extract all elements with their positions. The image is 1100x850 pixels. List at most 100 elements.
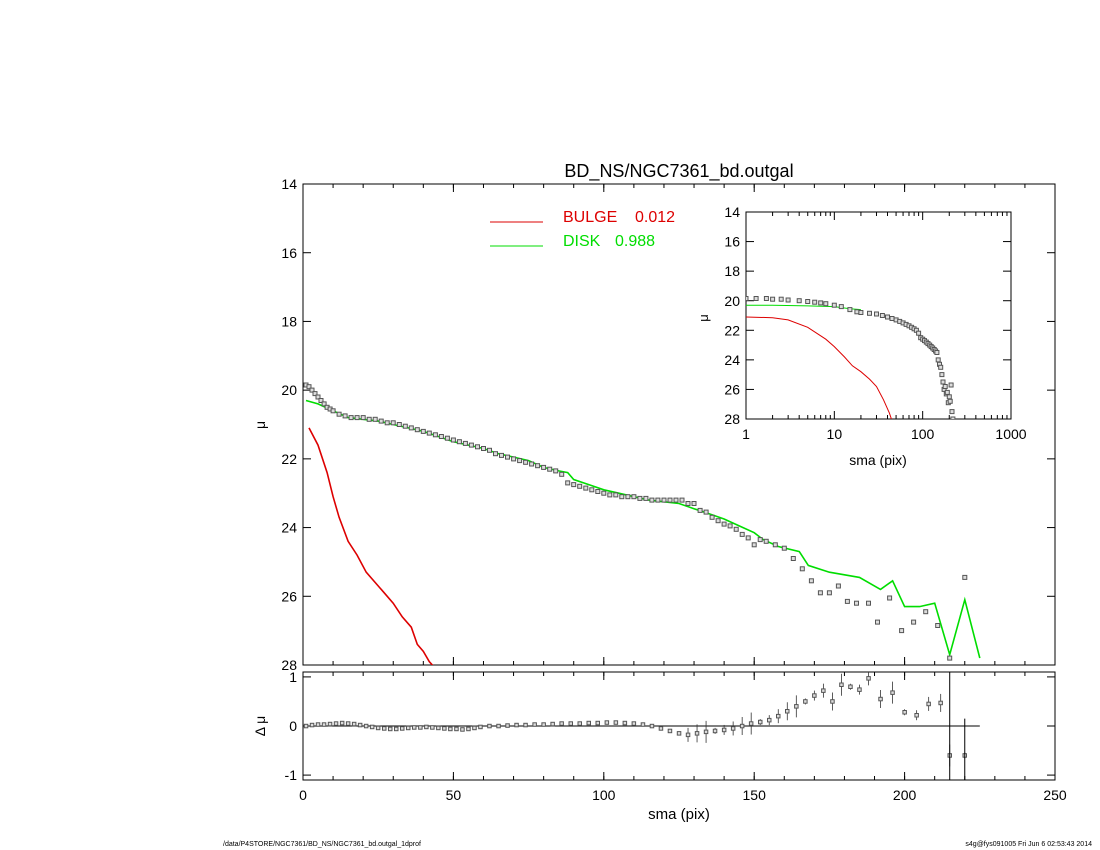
residual-data-point — [454, 726, 459, 732]
legend-bulge-value: 0.012 — [635, 209, 675, 226]
residual-data-point — [303, 723, 309, 729]
main-frame — [302, 183, 1056, 666]
main-data-point — [899, 628, 905, 634]
main-data-point — [715, 518, 721, 524]
main-data-point — [535, 463, 541, 469]
main-ytick-label: 26 — [281, 588, 297, 604]
residual-data-point — [595, 720, 600, 726]
main-data-point — [631, 494, 637, 500]
main-data-point — [739, 531, 745, 537]
main-data-point — [487, 447, 492, 453]
inset-plot-area — [746, 296, 956, 419]
main-data-point — [727, 523, 733, 529]
residual-data-point — [658, 726, 664, 731]
inset-data-point — [950, 416, 956, 419]
residual-data-point — [460, 727, 465, 732]
main-data-point — [438, 434, 444, 439]
main-data-point — [911, 619, 917, 625]
main-data-point — [396, 422, 402, 427]
residual-data-point — [487, 723, 492, 729]
legend-disk-label: DISK — [563, 233, 601, 250]
residual-data-point — [685, 732, 691, 738]
inset-data-point — [847, 307, 853, 313]
inset-data-point — [940, 379, 946, 385]
inset-ytick-label: 18 — [724, 263, 740, 279]
main-data-point — [607, 492, 613, 498]
residual-data-point — [424, 724, 429, 730]
main-data-point — [763, 538, 769, 544]
inset-data-point — [949, 409, 955, 415]
main-data-point — [625, 494, 631, 500]
residual-xtick-label: 100 — [592, 787, 616, 803]
inset-xtick-label: 1 — [742, 426, 750, 442]
residual-data-point — [321, 722, 327, 727]
footer-stamp: s4g@fys091005 Fri Jun 6 02:53:43 2014 — [965, 841, 1092, 848]
inset-data-point — [796, 298, 802, 304]
residual-data-point — [577, 721, 582, 726]
main-data-point — [935, 623, 941, 628]
residual-xtick-label: 150 — [743, 787, 767, 803]
main-data-point — [655, 497, 661, 503]
main-data-point — [475, 444, 480, 450]
residual-data-point — [568, 721, 573, 726]
main-data-point — [697, 507, 703, 513]
inset-data-point — [939, 372, 945, 378]
residual-data-point — [667, 728, 673, 734]
residual-data-point — [821, 688, 826, 693]
residual-ytick-label: 1 — [289, 669, 297, 685]
residual-data-point — [418, 725, 423, 730]
main-ytick-label: 22 — [281, 451, 297, 467]
residual-data-point — [902, 710, 907, 715]
main-data-point — [619, 494, 625, 500]
main-data-point — [709, 514, 715, 520]
main-data-point — [493, 451, 498, 457]
residual-data-point — [776, 713, 781, 719]
inset-data-point — [785, 297, 791, 303]
main-data-point — [505, 454, 510, 460]
main-data-point — [923, 609, 929, 615]
residual-data-point — [613, 720, 619, 725]
residual-data-point — [448, 726, 453, 732]
main-data-point — [685, 501, 691, 506]
residual-data-point — [388, 726, 393, 732]
inset-ytick-label: 16 — [724, 234, 740, 250]
residual-data-point — [333, 721, 339, 726]
inset-ytick-label: 22 — [724, 322, 740, 338]
main-data-point — [649, 497, 655, 503]
main-data-point — [844, 598, 850, 604]
main-data-point — [517, 458, 523, 464]
inset-xtick-label: 10 — [827, 426, 843, 442]
main-data-point — [481, 446, 486, 451]
main-data-point — [306, 384, 312, 390]
main-data-point — [772, 542, 778, 548]
main-data-point — [854, 600, 859, 606]
residual-data-point — [363, 723, 369, 729]
main-data-point — [875, 619, 880, 625]
main-data-point — [565, 480, 571, 486]
residual-data-point — [857, 687, 862, 692]
main-data-point — [330, 408, 336, 414]
residual-ytick-label: 0 — [289, 718, 297, 734]
inset-frame — [745, 211, 1012, 420]
main-data-point — [733, 526, 739, 532]
residual-data-point — [785, 709, 790, 714]
residual-data-point — [412, 725, 417, 730]
main-data-point — [751, 542, 757, 548]
main-data-point — [318, 398, 324, 403]
main-data-point — [432, 432, 438, 438]
residual-data-point — [586, 720, 591, 726]
residual-data-point — [357, 722, 363, 728]
main-data-point — [529, 461, 535, 467]
main-ytick-label: 24 — [281, 520, 297, 536]
inset-data-point — [753, 296, 759, 301]
residual-data-point — [694, 731, 700, 736]
residual-xlabel: sma (pix) — [648, 806, 710, 823]
main-data-point — [372, 416, 378, 422]
residual-xtick-label: 50 — [446, 787, 462, 803]
main-data-point — [384, 420, 390, 426]
main-data-point — [866, 600, 871, 606]
main-data-point — [511, 456, 517, 462]
inset-ylabel: μ — [696, 314, 711, 322]
main-data-point — [408, 425, 414, 431]
residual-data-point — [351, 721, 357, 727]
